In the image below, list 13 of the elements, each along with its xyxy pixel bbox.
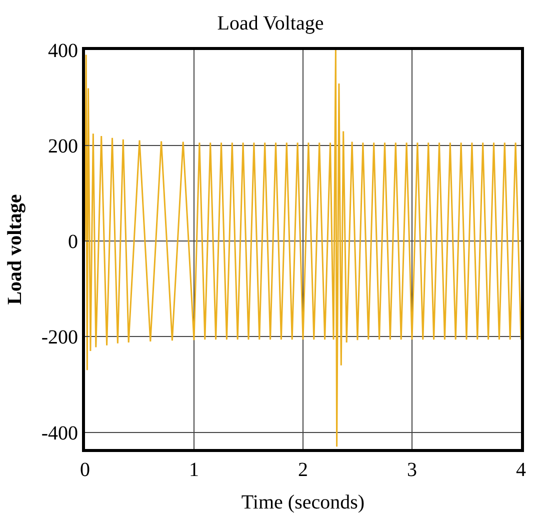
- line-series: [85, 50, 521, 448]
- y-tick-label: 400: [48, 40, 78, 62]
- y-tick-label: -400: [41, 422, 78, 444]
- y-tick-label: -200: [41, 326, 78, 349]
- chart-title: Load Voltage: [217, 12, 324, 35]
- x-axis-title: Time (seconds): [241, 492, 365, 514]
- x-tick-label: 2: [298, 459, 308, 481]
- x-tick-label: 1: [189, 459, 199, 481]
- y-tick-label: 200: [48, 136, 78, 158]
- x-tick-label: 4: [516, 459, 526, 481]
- y-axis-title: Load voltage: [4, 194, 26, 305]
- x-tick-label: 3: [407, 459, 417, 481]
- y-tick-label: 0: [68, 231, 78, 254]
